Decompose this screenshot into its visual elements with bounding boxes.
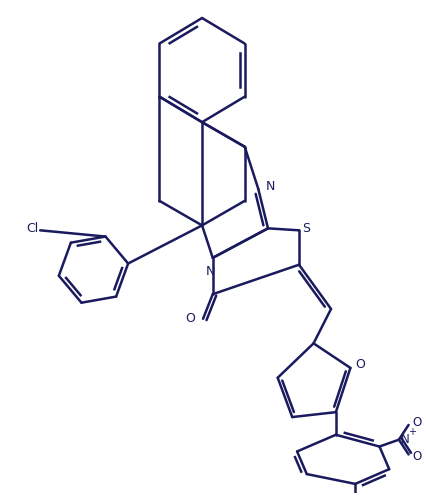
Text: Cl: Cl	[26, 222, 38, 235]
Text: O: O	[184, 312, 194, 325]
Text: N: N	[205, 265, 215, 278]
Text: O: O	[354, 358, 364, 371]
Text: O: O	[411, 450, 420, 463]
Text: +: +	[407, 427, 415, 437]
Text: N: N	[265, 180, 274, 193]
Text: S: S	[302, 222, 310, 235]
Text: O: O	[411, 416, 420, 429]
Text: N: N	[400, 433, 409, 446]
